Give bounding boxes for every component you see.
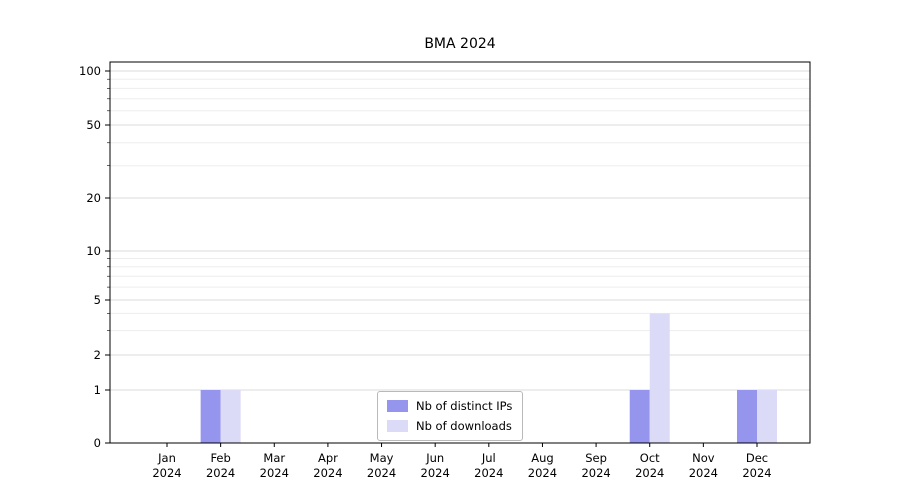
svg-text:2024: 2024 xyxy=(742,466,771,480)
chart-title: BMA 2024 xyxy=(424,36,496,52)
svg-text:2024: 2024 xyxy=(421,466,450,480)
svg-text:Jun: Jun xyxy=(425,451,444,465)
svg-text:Nov: Nov xyxy=(692,451,715,465)
svg-text:2024: 2024 xyxy=(528,466,557,480)
svg-text:2024: 2024 xyxy=(313,466,342,480)
svg-text:Apr: Apr xyxy=(318,451,338,465)
svg-text:Feb: Feb xyxy=(210,451,230,465)
svg-text:Jul: Jul xyxy=(481,451,496,465)
svg-text:2024: 2024 xyxy=(367,466,396,480)
svg-text:50: 50 xyxy=(86,118,101,132)
svg-text:2024: 2024 xyxy=(260,466,289,480)
svg-text:Oct: Oct xyxy=(640,451,660,465)
legend-swatch-downloads xyxy=(387,420,408,432)
svg-text:2024: 2024 xyxy=(581,466,610,480)
svg-text:0: 0 xyxy=(94,436,101,450)
svg-text:2024: 2024 xyxy=(689,466,718,480)
svg-text:2024: 2024 xyxy=(152,466,181,480)
legend-item-downloads: Nb of downloads xyxy=(387,419,512,433)
svg-text:2024: 2024 xyxy=(206,466,235,480)
svg-text:5: 5 xyxy=(94,293,101,307)
svg-text:Aug: Aug xyxy=(531,451,553,465)
legend-label-downloads: Nb of downloads xyxy=(416,419,512,433)
svg-text:Dec: Dec xyxy=(746,451,768,465)
svg-text:Mar: Mar xyxy=(263,451,285,465)
legend-swatch-distinct-ips xyxy=(387,400,408,412)
svg-text:2024: 2024 xyxy=(474,466,503,480)
legend-label-distinct-ips: Nb of distinct IPs xyxy=(416,399,513,413)
svg-text:100: 100 xyxy=(79,64,101,78)
svg-text:2024: 2024 xyxy=(635,466,664,480)
svg-text:May: May xyxy=(370,451,394,465)
legend: Nb of distinct IPs Nb of downloads xyxy=(377,391,524,441)
svg-text:10: 10 xyxy=(86,244,101,258)
legend-item-distinct-ips: Nb of distinct IPs xyxy=(387,399,512,413)
svg-text:Sep: Sep xyxy=(585,451,607,465)
svg-text:20: 20 xyxy=(86,191,101,205)
svg-text:2: 2 xyxy=(94,348,101,362)
svg-text:Jan: Jan xyxy=(157,451,176,465)
svg-text:1: 1 xyxy=(94,383,101,397)
